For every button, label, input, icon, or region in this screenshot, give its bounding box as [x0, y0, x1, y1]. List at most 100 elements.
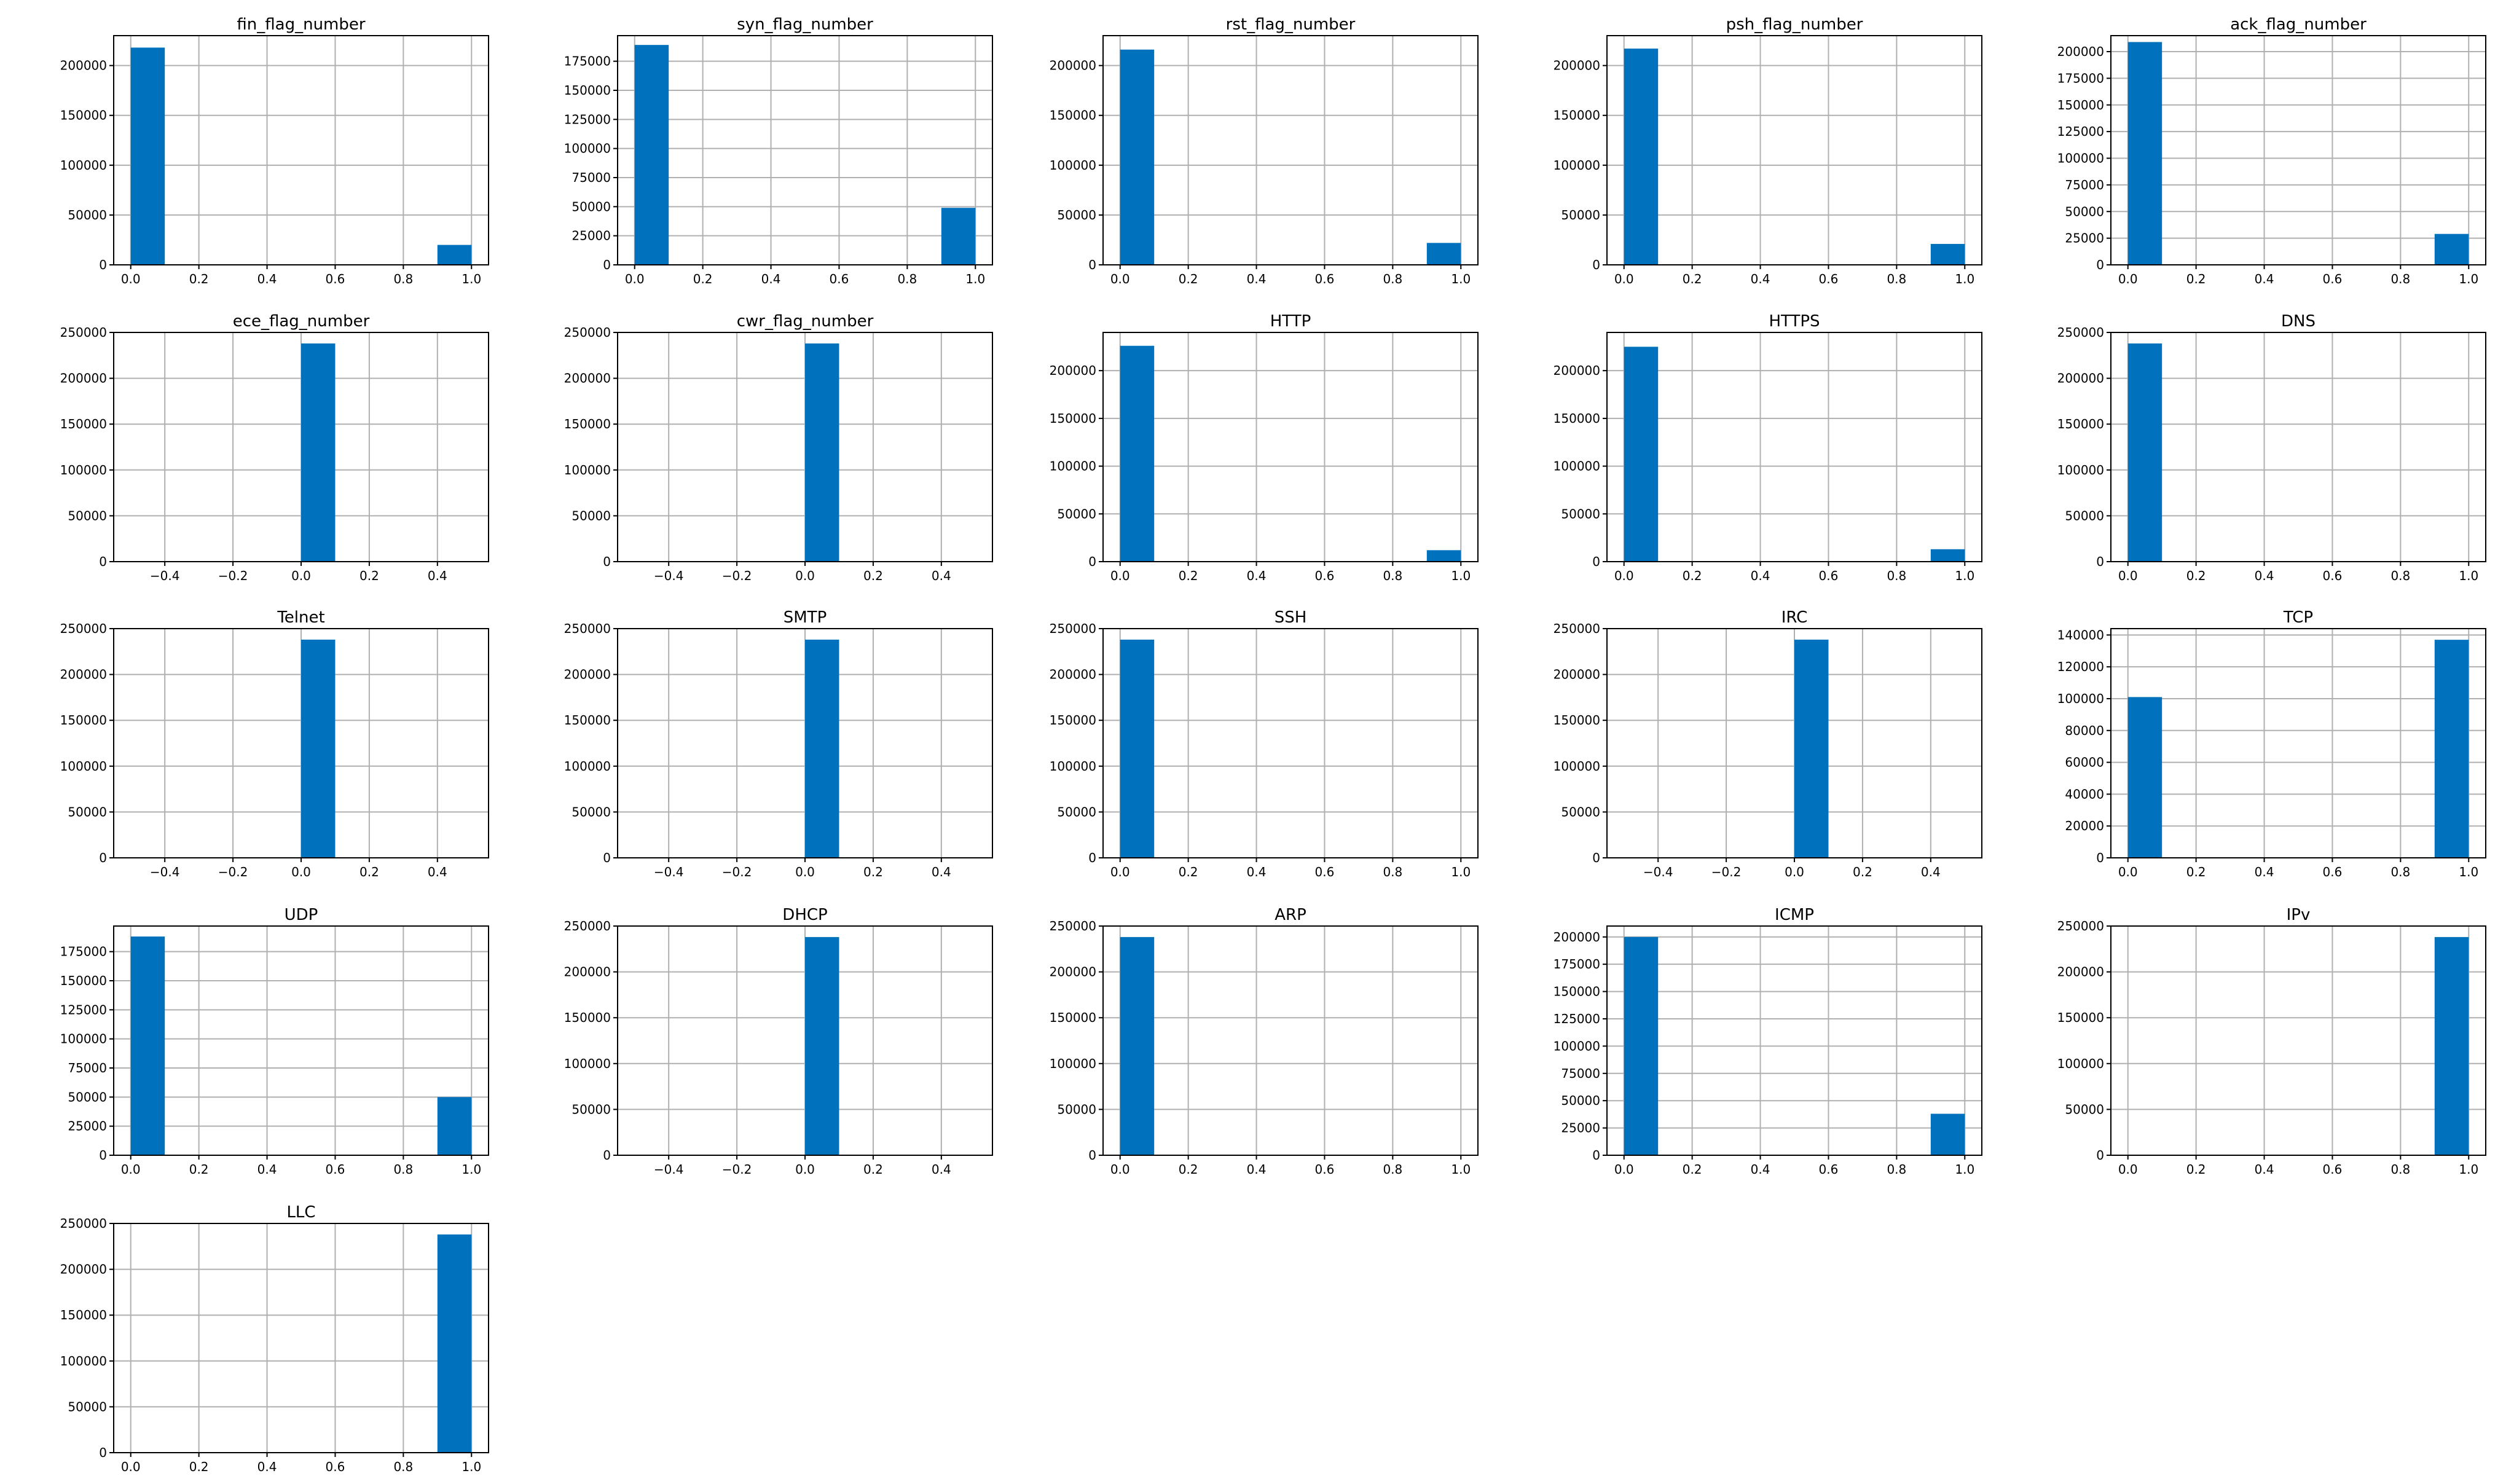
x-tick-label: 0.8 — [1887, 272, 1906, 286]
y-tick-label: 150000 — [60, 417, 107, 431]
y-tick-label: 175000 — [60, 944, 107, 959]
x-tick-label: 1.0 — [1451, 568, 1471, 583]
histogram-bar — [941, 208, 976, 265]
x-tick-label: 0.6 — [326, 1459, 345, 1474]
y-tick-label: 25000 — [572, 229, 611, 243]
y-tick-label: 50000 — [1057, 804, 1096, 819]
y-tick-label: 200000 — [1554, 930, 1600, 944]
x-tick-label: 0.4 — [1247, 272, 1267, 286]
y-tick-label: 250000 — [1554, 621, 1600, 636]
histogram-bar — [437, 1234, 472, 1453]
x-tick-label: 0.4 — [932, 568, 951, 583]
x-tick-label: 0.2 — [2186, 1162, 2206, 1177]
histogram-panel: 0.0 0.2 0.4 0.6 0.8 1.0 0 25000 50000 75000 100000… — [1554, 906, 1982, 1177]
y-tick-label: 125000 — [564, 112, 611, 127]
histogram-bar — [2127, 42, 2162, 265]
y-tick-label: 40000 — [2065, 787, 2104, 801]
y-tick-label: 100000 — [60, 463, 107, 477]
y-tick-label: 0 — [1088, 257, 1096, 272]
x-tick-label: 0.8 — [2390, 568, 2410, 583]
histogram-bar — [301, 343, 336, 562]
x-tick-label: 0.4 — [1247, 568, 1267, 583]
x-tick-label: 0.0 — [1110, 1162, 1130, 1177]
chart-title: HTTP — [1270, 312, 1311, 331]
y-tick-label: 0 — [99, 1445, 107, 1460]
histogram-bar — [2127, 343, 2162, 562]
histogram-bar — [1120, 345, 1155, 562]
x-tick-label: 0.4 — [1751, 1162, 1770, 1177]
plot-frame — [113, 1223, 489, 1453]
x-tick-label: 0.6 — [1315, 1162, 1335, 1177]
x-tick-label: 0.2 — [1683, 272, 1702, 286]
x-tick-label: 0.2 — [2186, 272, 2206, 286]
histogram-panel: −0.4 −0.2 0.0 0.2 0.4 0 50000 100000 150000 20000… — [60, 608, 489, 879]
plot-frame — [1606, 332, 1982, 562]
chart-title: IPv — [2287, 906, 2311, 924]
y-tick-label: 50000 — [1561, 208, 1600, 222]
chart-title: DNS — [2281, 312, 2316, 331]
x-tick-label: 1.0 — [1955, 272, 1974, 286]
chart-title: UDP — [285, 906, 318, 924]
plot-frame — [1102, 332, 1479, 562]
y-tick-label: 100000 — [564, 1056, 611, 1071]
x-tick-label: 1.0 — [965, 272, 985, 286]
x-tick-label: 0.6 — [2323, 272, 2343, 286]
y-tick-label: 175000 — [564, 54, 611, 69]
y-tick-label: 200000 — [1050, 667, 1096, 682]
x-tick-label: 0.0 — [1110, 568, 1130, 583]
x-tick-label: 1.0 — [1955, 568, 1974, 583]
y-tick-label: 150000 — [60, 1308, 107, 1322]
y-tick-label: 50000 — [68, 804, 107, 819]
plot-frame — [617, 35, 993, 265]
y-tick-label: 50000 — [1057, 506, 1096, 521]
plot-frame — [1102, 925, 1479, 1156]
y-tick-label: 50000 — [572, 804, 611, 819]
histogram-panel: −0.4 −0.2 0.0 0.2 0.4 0 50000 100000 150000 20000… — [564, 608, 993, 879]
x-tick-label: 0.0 — [121, 1459, 141, 1474]
y-tick-label: 200000 — [60, 371, 107, 386]
histogram-bar — [1426, 550, 1461, 562]
histogram-bar — [1624, 936, 1659, 1155]
plot-frame — [2110, 925, 2486, 1156]
y-tick-label: 50000 — [1561, 804, 1600, 819]
histogram-panel: 0.0 0.2 0.4 0.6 0.8 1.0 0 50000 100000 150000 2000… — [2057, 312, 2486, 583]
y-tick-label: 250000 — [2057, 325, 2104, 340]
x-tick-label: 0.2 — [1179, 568, 1198, 583]
y-tick-label: 150000 — [60, 713, 107, 728]
y-tick-label: 250000 — [564, 621, 611, 636]
y-tick-label: 100000 — [2057, 1056, 2104, 1071]
x-tick-label: 1.0 — [1955, 1162, 1974, 1177]
y-tick-label: 150000 — [1050, 713, 1096, 728]
y-tick-label: 0 — [2096, 257, 2104, 272]
x-tick-label: −0.2 — [218, 568, 248, 583]
y-tick-label: 200000 — [564, 965, 611, 980]
histogram-panel: 0.0 0.2 0.4 0.6 0.8 1.0 0 50000 100000 150000 2000… — [1050, 906, 1479, 1177]
histogram-bar — [2434, 936, 2469, 1155]
x-tick-label: 0.2 — [1683, 1162, 1702, 1177]
y-tick-label: 20000 — [2065, 819, 2104, 833]
chart-title: DHCP — [782, 906, 827, 924]
chart-title: LLC — [286, 1203, 315, 1222]
y-tick-label: 75000 — [1561, 1066, 1600, 1081]
y-tick-label: 50000 — [68, 1399, 107, 1414]
x-tick-label: 1.0 — [462, 1162, 481, 1177]
histogram-bar — [1120, 49, 1155, 265]
plot-frame — [1102, 35, 1479, 265]
x-tick-label: 0.8 — [2390, 865, 2410, 879]
x-tick-label: −0.4 — [654, 568, 684, 583]
x-tick-label: 0.0 — [2118, 1162, 2138, 1177]
chart-title: ARP — [1275, 906, 1306, 924]
x-tick-label: 0.8 — [393, 1459, 413, 1474]
y-tick-label: 100000 — [1050, 759, 1096, 774]
x-tick-label: 0.0 — [1110, 272, 1130, 286]
y-tick-label: 100000 — [1554, 759, 1600, 774]
x-tick-label: 0.8 — [1383, 272, 1402, 286]
x-tick-label: 0.2 — [359, 568, 379, 583]
histogram-bar — [2434, 234, 2469, 265]
y-tick-label: 0 — [1088, 1148, 1096, 1163]
histogram-panel: 0.0 0.2 0.4 0.6 0.8 1.0 0 50000 100000 150000 2000… — [1050, 15, 1479, 286]
y-tick-label: 50000 — [2065, 508, 2104, 523]
histogram-bar — [805, 936, 839, 1155]
y-tick-label: 140000 — [2057, 627, 2104, 642]
